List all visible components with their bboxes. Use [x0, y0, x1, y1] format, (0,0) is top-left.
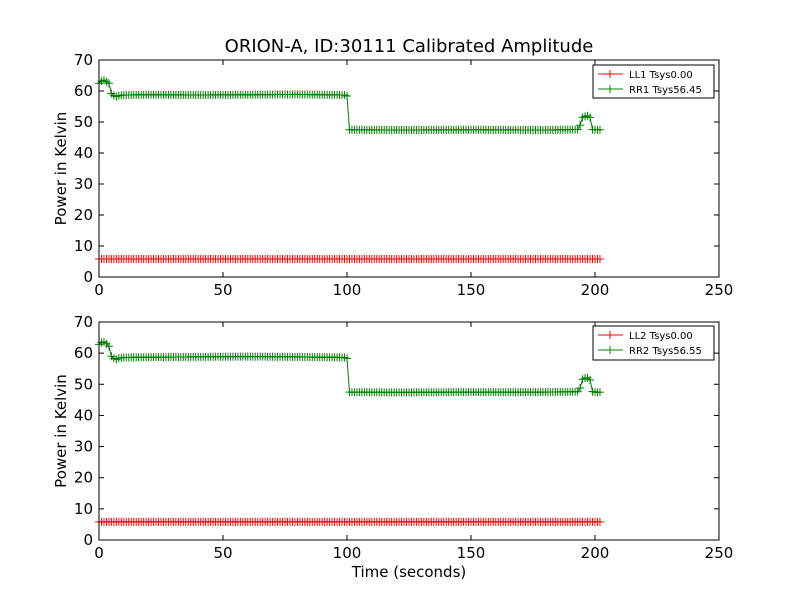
legend-label: RR1 Tsys56.45: [629, 85, 702, 96]
data-point: [595, 517, 604, 526]
legend: LL2 Tsys0.00 RR2 Tsys56.55: [592, 325, 715, 361]
y-tick-label: 0: [83, 531, 93, 549]
y-tick-label: 40: [74, 406, 93, 424]
x-tick-label: 250: [705, 281, 734, 299]
y-tick-label: 30: [74, 175, 93, 193]
legend-label: LL2 Tsys0.00: [629, 331, 693, 342]
legend-box: [592, 325, 715, 361]
x-tick-label: 100: [333, 281, 362, 299]
data-point: [104, 79, 113, 88]
y-tick-label: 60: [74, 82, 93, 100]
chart-panel-2: 0 50 100 150 200 250 0 10 20 30 40 50 60 70 Power in K…: [52, 313, 733, 581]
data-point: [595, 388, 604, 397]
data-point: [104, 342, 113, 351]
legend-marker: [606, 85, 614, 93]
data-point: [576, 384, 585, 393]
y-tick-label: 20: [74, 469, 93, 487]
y-tick-label: 10: [74, 237, 93, 255]
data-point: [595, 125, 604, 134]
x-tick-label: 250: [705, 544, 734, 562]
x-axis-label: Time (seconds): [351, 563, 467, 581]
legend: LL1 Tsys0.00 RR1 Tsys56.45: [592, 64, 715, 99]
series-LL2 Tsys0.00: [95, 517, 604, 526]
y-tick-label: 30: [74, 438, 93, 456]
x-tick-label: 0: [94, 281, 104, 299]
data-point: [586, 375, 595, 384]
legend-marker: [606, 331, 614, 339]
x-tick-label: 150: [457, 544, 486, 562]
data-point: [573, 125, 582, 134]
chart-panel-1: ORION-A, ID:30111 Calibrated Amplitude 0 5…: [52, 36, 733, 299]
y-tick-label: 70: [74, 313, 93, 331]
legend-box: [592, 64, 715, 99]
y-axis-label: Power in Kelvin: [52, 112, 70, 226]
legend-marker: [606, 346, 614, 354]
y-tick-label: 50: [74, 113, 93, 131]
y-tick-label: 20: [74, 206, 93, 224]
data-point: [576, 121, 585, 130]
data-point: [586, 113, 595, 122]
y-tick-label: 0: [83, 268, 93, 286]
legend-label: LL1 Tsys0.00: [629, 70, 693, 81]
data-point: [595, 255, 604, 264]
plot-frame: [98, 59, 720, 278]
chart-title: ORION-A, ID:30111 Calibrated Amplitude: [225, 36, 594, 57]
x-tick-label: 0: [94, 544, 104, 562]
y-tick-label: 60: [74, 344, 93, 362]
y-tick-label: 50: [74, 375, 93, 393]
data-point: [343, 91, 351, 100]
plot-frame: [98, 321, 720, 541]
y-axis-label: Power in Kelvin: [52, 374, 70, 488]
y-tick-label: 40: [74, 144, 93, 162]
x-tick-label: 150: [457, 281, 486, 299]
x-tick-label: 200: [581, 544, 610, 562]
x-tick-label: 100: [333, 544, 362, 562]
plots-container: ORION-A, ID:30111 Calibrated Amplitude 0 5…: [52, 36, 733, 581]
x-tick-label: 50: [213, 281, 232, 299]
y-tick-label: 10: [74, 500, 93, 518]
data-point: [343, 354, 351, 363]
series-LL1 Tsys0.00: [95, 255, 604, 264]
x-tick-label: 50: [213, 544, 232, 562]
series-RR2 Tsys56.55: [95, 337, 604, 397]
legend-marker: [606, 70, 614, 78]
y-tick-label: 70: [74, 51, 93, 69]
x-tick-label: 200: [581, 281, 610, 299]
legend-label: RR2 Tsys56.55: [629, 346, 702, 357]
